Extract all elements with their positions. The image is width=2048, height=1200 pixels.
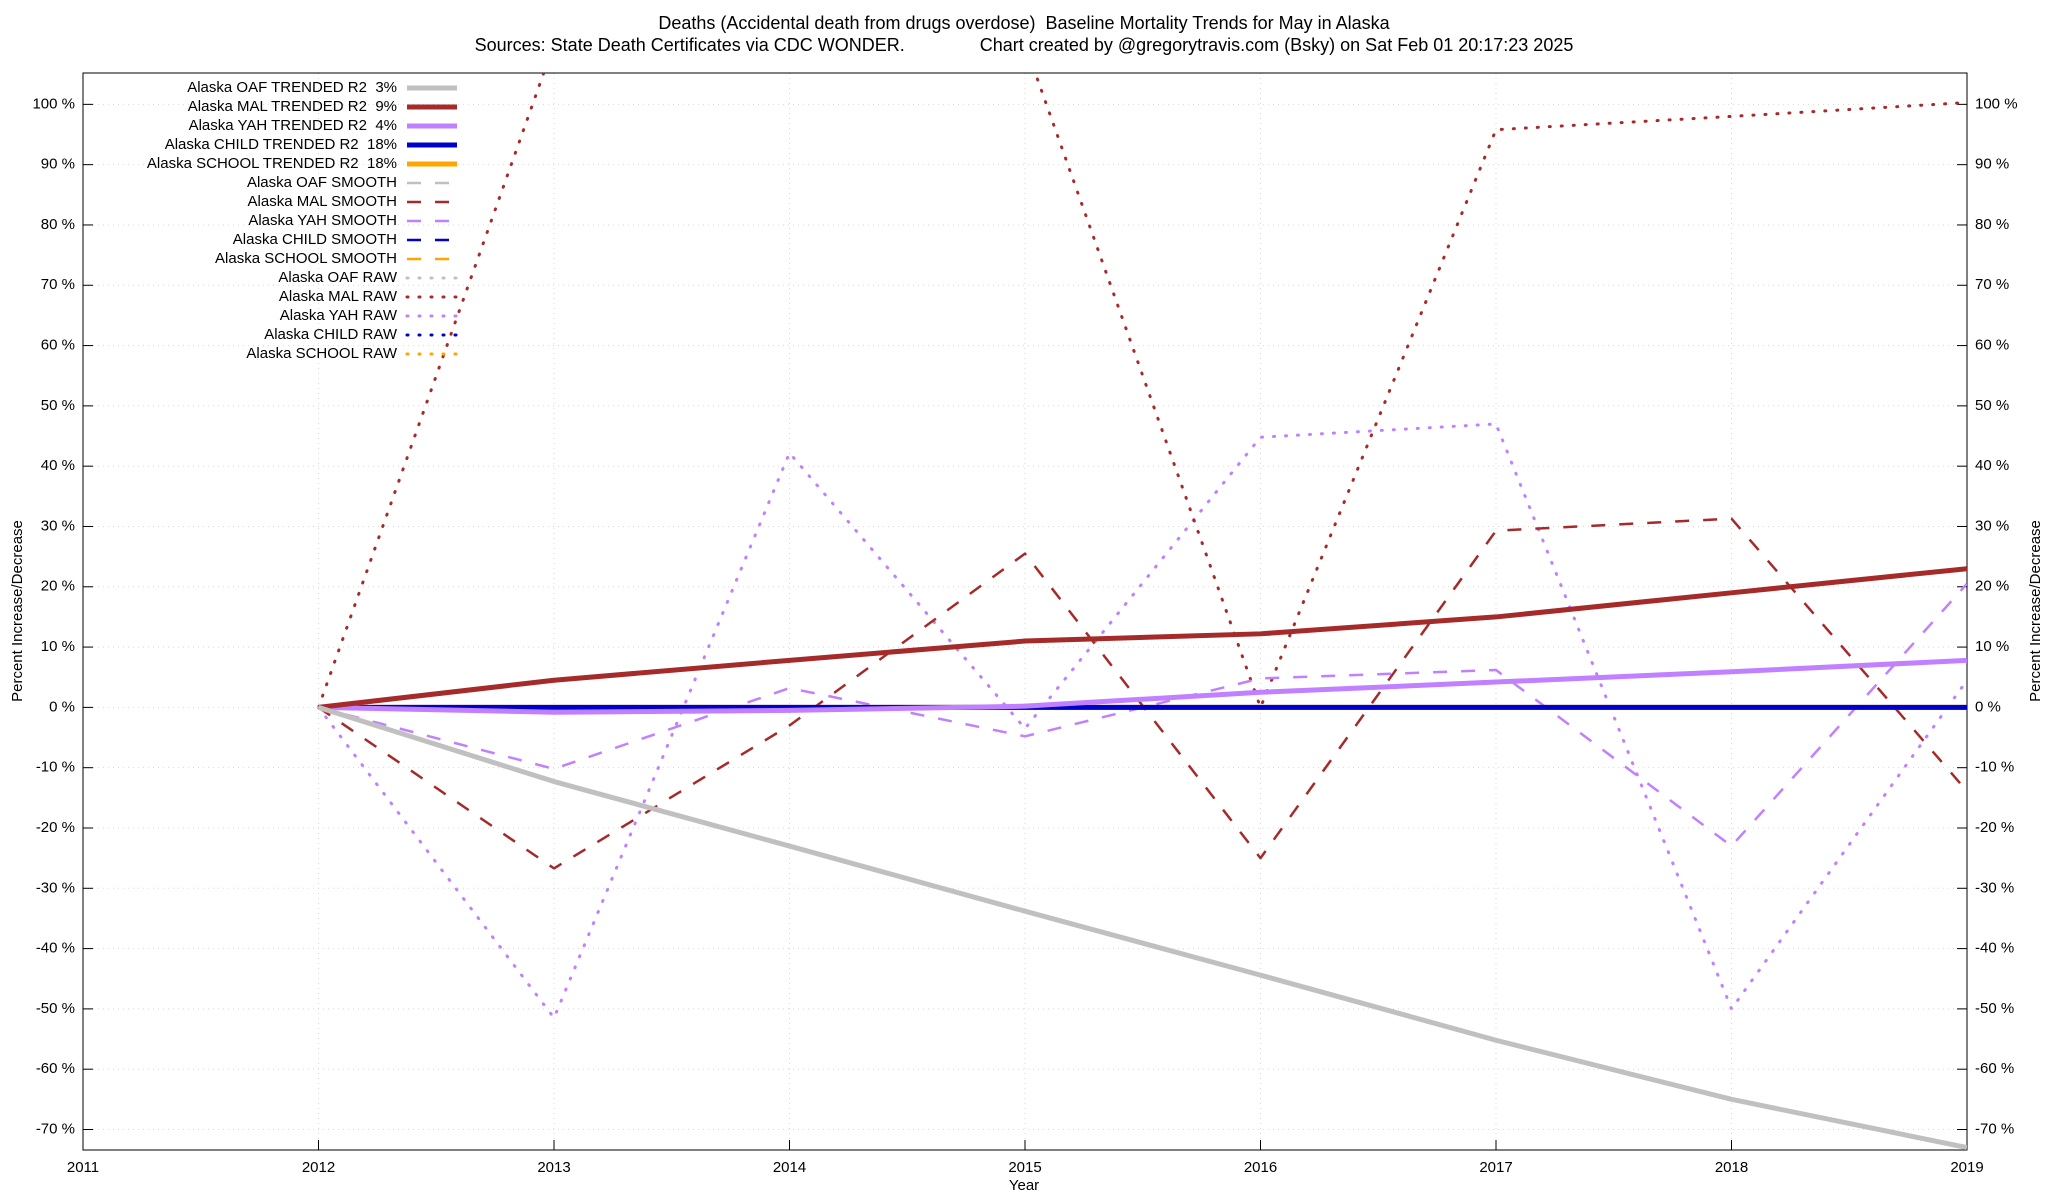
series-line [317, 705, 1967, 1150]
legend-label: Alaska MAL RAW [279, 288, 398, 305]
y2-tick-label: -20 % [1975, 819, 2014, 836]
legend-label: Alaska SCHOOL TRENDED R2 18% [147, 155, 397, 172]
y-tick-label: -30 % [36, 879, 75, 896]
series-line [317, 517, 1967, 870]
series-line [318, 706, 1967, 1149]
legend-label: Alaska SCHOOL RAW [246, 345, 397, 362]
y-tick-label: -60 % [36, 1060, 75, 1077]
legend-label: Alaska SCHOOL SMOOTH [215, 250, 397, 267]
y2-tick-label: 40 % [1975, 457, 2009, 474]
legend-label: Alaska MAL TRENDED R2 9% [188, 98, 397, 115]
y2-tick-label: -50 % [1975, 1000, 2014, 1017]
y-tick-label: 30 % [41, 517, 75, 534]
y-tick-label: -20 % [36, 819, 75, 836]
legend-label: Alaska OAF TRENDED R2 3% [187, 79, 397, 96]
series-line [318, 657, 1967, 715]
y-tick-label: 40 % [41, 457, 75, 474]
series-line [318, 582, 1967, 848]
chart-title: Deaths (Accidental death from drugs over… [658, 13, 1390, 33]
y2-tick-label: -10 % [1975, 759, 2014, 776]
y-tick-label: -70 % [36, 1120, 75, 1137]
legend-label: Alaska YAH RAW [280, 307, 398, 324]
x-tick-label: 2014 [773, 1159, 806, 1176]
y2-tick-label: 60 % [1975, 337, 2009, 354]
y-tick-label: 100 % [32, 95, 75, 112]
y-tick-label: 70 % [41, 276, 75, 293]
y-tick-label: 10 % [41, 638, 75, 655]
y2-tick-label: 80 % [1975, 216, 2009, 233]
legend-label: Alaska MAL SMOOTH [248, 193, 397, 210]
y2-axis-label: Percent Increase/Decrease [2027, 520, 2044, 702]
y2-tick-label: 90 % [1975, 156, 2009, 173]
x-tick-label: 2012 [302, 1159, 335, 1176]
legend-label: Alaska YAH SMOOTH [248, 212, 397, 229]
x-tick-label: 2018 [1715, 1159, 1748, 1176]
y-tick-label: 20 % [41, 578, 75, 595]
y2-tick-label: 50 % [1975, 397, 2009, 414]
y-tick-label: 90 % [41, 156, 75, 173]
y-tick-label: 0 % [49, 698, 75, 715]
x-tick-label: 2017 [1479, 1159, 1512, 1176]
y2-tick-label: -60 % [1975, 1060, 2014, 1077]
series-line [317, 704, 1967, 1150]
legend-label: Alaska OAF SMOOTH [247, 174, 397, 191]
legend-label: Alaska CHILD RAW [264, 326, 398, 343]
y-tick-label: -10 % [36, 759, 75, 776]
series-line [317, 73, 1967, 709]
y-tick-label: 50 % [41, 397, 75, 414]
series-line [317, 422, 1967, 1020]
x-tick-label: 2013 [537, 1159, 570, 1176]
y-tick-label: 60 % [41, 337, 75, 354]
plot-area [317, 73, 1967, 1150]
y2-tick-label: 100 % [1975, 95, 2018, 112]
chart-subtitle: Sources: State Death Certificates via CD… [475, 35, 1574, 55]
y2-tick-label: 30 % [1975, 517, 2009, 534]
y2-tick-label: -40 % [1975, 940, 2014, 957]
x-tick-label: 2015 [1008, 1159, 1041, 1176]
legend-label: Alaska CHILD TRENDED R2 18% [165, 136, 397, 153]
y2-tick-label: 0 % [1975, 698, 2001, 715]
plot-frame [82, 72, 1968, 1151]
x-tick-label: 2016 [1244, 1159, 1277, 1176]
y2-tick-label: 10 % [1975, 638, 2009, 655]
y2-tick-label: -70 % [1975, 1120, 2014, 1137]
y-tick-label: -50 % [36, 1000, 75, 1017]
y-tick-label: -40 % [36, 940, 75, 957]
y-tick-label: 80 % [41, 216, 75, 233]
y2-tick-label: 20 % [1975, 578, 2009, 595]
series-line [318, 566, 1967, 710]
legend-label: Alaska OAF RAW [278, 269, 397, 286]
x-axis-label: Year [1009, 1177, 1039, 1194]
legend-label: Alaska CHILD SMOOTH [233, 231, 397, 248]
legend-label: Alaska YAH TRENDED R2 4% [189, 117, 397, 134]
x-tick-label: 2019 [1950, 1159, 1983, 1176]
y2-tick-label: 70 % [1975, 276, 2009, 293]
y-axis-label: Percent Increase/Decrease [9, 520, 26, 702]
x-tick-label: 2011 [67, 1159, 99, 1176]
y2-tick-label: -30 % [1975, 879, 2014, 896]
